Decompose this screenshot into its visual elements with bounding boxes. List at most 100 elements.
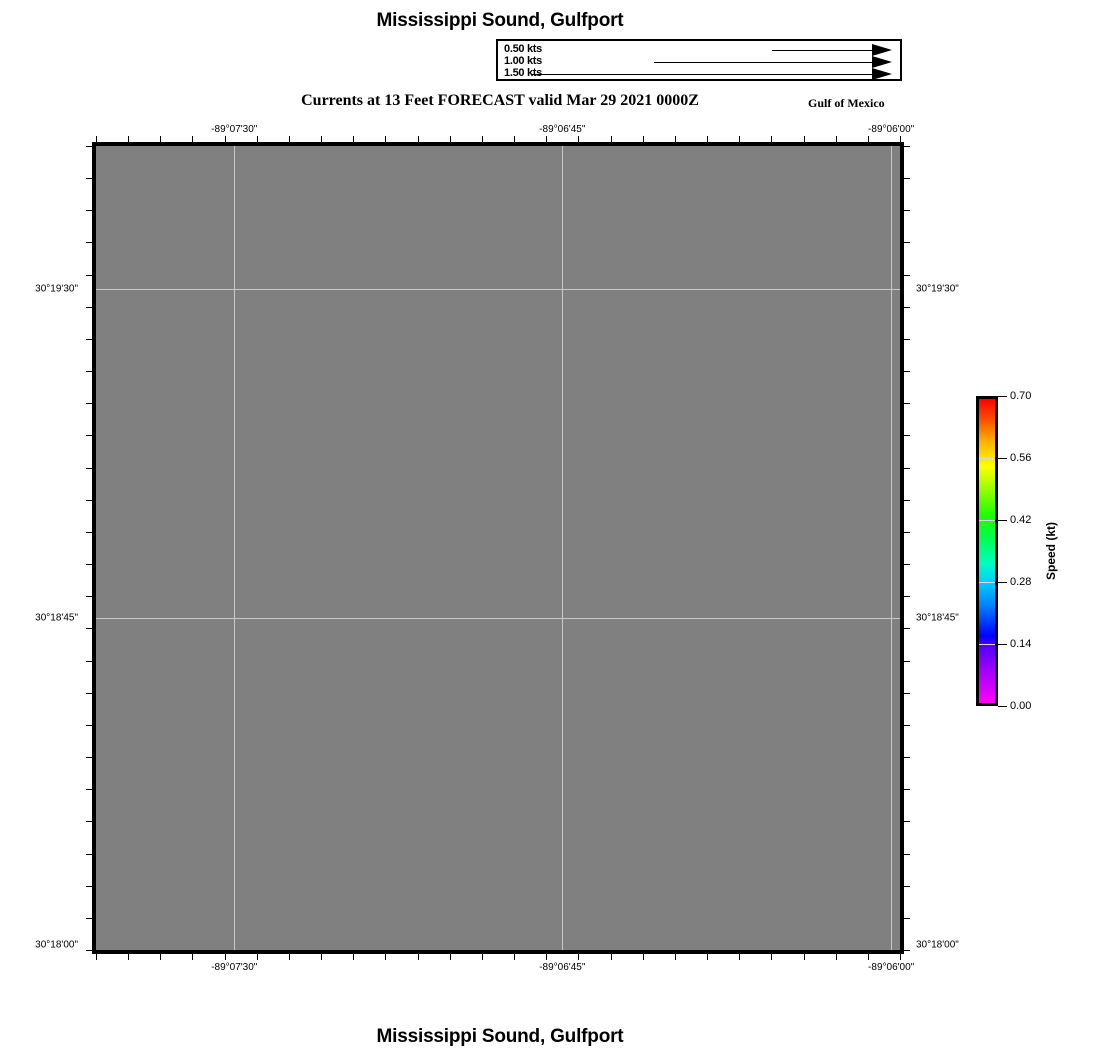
colorbar-tick — [998, 582, 1007, 583]
axis-tick — [86, 467, 92, 469]
axis-tick — [86, 403, 92, 405]
y-axis-tick-label: 30°18'45" — [35, 612, 78, 624]
axis-tick — [353, 954, 355, 960]
gridline-horizontal — [96, 617, 900, 619]
legend-arrow-shaft — [772, 50, 872, 51]
gridline-vertical — [891, 146, 893, 950]
axis-tick — [86, 757, 92, 759]
axis-tick — [578, 136, 580, 142]
region-label: Gulf of Mexico — [808, 96, 885, 110]
legend-row-label: 1.00 kts — [504, 55, 542, 67]
page-title: Mississippi Sound, Gulfport — [376, 10, 624, 31]
legend-arrow-shaft — [654, 62, 872, 63]
axis-tick — [904, 692, 910, 694]
colorbar: 0.70 0.56 0.42 0.28 0.14 0.00 — [976, 390, 1031, 712]
axis-tick — [610, 136, 612, 142]
axis-tick — [86, 499, 92, 501]
axis-tick — [192, 954, 194, 960]
y-axis-tick-label: 30°19'30" — [916, 283, 959, 295]
legend-arrow-head-icon — [872, 44, 892, 56]
axis-tick — [86, 789, 92, 791]
axis-tick — [481, 136, 483, 142]
axis-tick — [904, 146, 910, 147]
axis-tick — [904, 178, 910, 180]
legend-arrow-head-icon — [872, 68, 892, 80]
axis-tick — [904, 950, 910, 951]
axis-tick — [739, 136, 741, 142]
axis-tick — [707, 954, 709, 960]
axis-tick — [86, 531, 92, 533]
axis-tick — [96, 954, 97, 960]
colorbar-tick-label: 0.42 — [1010, 514, 1032, 526]
axis-tick — [86, 853, 92, 855]
colorbar-tick — [998, 706, 1007, 707]
vector-scale-legend: 0.50 kts 1.00 kts 1.50 kts — [496, 39, 902, 81]
x-axis-tick-label: -89°06'00" — [868, 962, 915, 973]
axis-tick — [224, 136, 226, 142]
forecast-subtitle: Currents at 13 Feet FORECAST valid Mar 2… — [301, 92, 699, 109]
x-axis-tick-label: -89°06'00" — [868, 124, 915, 135]
axis-tick — [707, 136, 709, 142]
legend-arrow-head-icon — [872, 56, 892, 68]
x-axis-tick-label: -89°07'30" — [211, 124, 258, 135]
axis-tick — [86, 660, 92, 662]
axis-tick — [514, 954, 516, 960]
axis-tick — [128, 136, 130, 142]
axis-tick — [771, 136, 773, 142]
colorbar-tick — [998, 644, 1007, 645]
axis-tick — [321, 136, 323, 142]
axis-tick — [86, 821, 92, 823]
axis-tick — [481, 954, 483, 960]
colorbar-inner-gridline — [979, 582, 995, 583]
colorbar-tick-label: 0.56 — [1010, 452, 1032, 464]
axis-tick — [803, 954, 805, 960]
colorbar-tick — [998, 396, 1007, 397]
axis-tick — [904, 306, 910, 308]
legend-row-label: 1.50 kts — [504, 67, 542, 79]
axis-tick — [904, 596, 910, 598]
x-axis-tick-label: -89°06'45" — [539, 962, 586, 973]
y-axis-tick-label: 30°18'45" — [916, 612, 959, 624]
y-axis-tick-label: 30°19'30" — [35, 283, 78, 295]
axis-tick — [86, 628, 92, 630]
axis-tick — [610, 954, 612, 960]
axis-tick — [86, 885, 92, 887]
colorbar-inner-gridline — [979, 520, 995, 521]
axis-tick — [86, 692, 92, 694]
x-axis-tick-label: -89°06'45" — [539, 124, 586, 135]
map-canvas[interactable] — [96, 146, 900, 950]
axis-tick — [835, 136, 837, 142]
axis-tick — [449, 136, 451, 142]
axis-tick — [417, 136, 419, 142]
axis-tick — [771, 954, 773, 960]
axis-tick — [321, 954, 323, 960]
axis-tick — [96, 136, 97, 142]
colorbar-inner-gridline — [979, 644, 995, 645]
axis-tick — [900, 136, 901, 142]
axis-tick — [904, 628, 910, 630]
axis-tick — [642, 954, 644, 960]
axis-tick — [904, 821, 910, 823]
axis-tick — [904, 435, 910, 437]
axis-tick — [160, 136, 162, 142]
colorbar-axis-title: Speed (kt) — [1044, 521, 1058, 581]
axis-tick — [86, 146, 92, 147]
axis-tick — [353, 136, 355, 142]
y-axis-tick-label: 30°18'00" — [35, 939, 78, 951]
axis-tick — [904, 499, 910, 501]
gridline-horizontal — [96, 289, 900, 291]
map-panel[interactable] — [92, 142, 904, 954]
axis-tick — [739, 954, 741, 960]
axis-tick — [86, 596, 92, 598]
axis-tick — [86, 950, 92, 951]
axis-tick — [904, 371, 910, 373]
colorbar-inner-gridline — [979, 458, 995, 459]
axis-tick — [904, 660, 910, 662]
axis-tick — [904, 531, 910, 533]
colorbar-tick-label: 0.70 — [1010, 390, 1032, 402]
axis-tick — [288, 136, 290, 142]
axis-tick — [256, 954, 258, 960]
colorbar-tick-label: 0.00 — [1010, 700, 1032, 712]
axis-tick — [578, 954, 580, 960]
axis-tick — [904, 789, 910, 791]
